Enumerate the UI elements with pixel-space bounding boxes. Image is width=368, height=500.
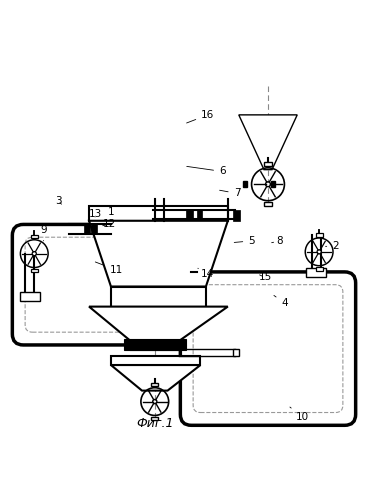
Bar (84, 224, 90, 234)
Text: 2: 2 (326, 242, 339, 252)
Bar (111, 286, 206, 306)
Text: 15: 15 (258, 272, 272, 282)
Text: 4: 4 (274, 296, 288, 308)
Bar (124, 340, 186, 345)
Text: 11: 11 (95, 262, 123, 275)
Polygon shape (89, 306, 228, 342)
Bar (316, 233, 323, 236)
Circle shape (266, 182, 270, 186)
Text: 13: 13 (89, 209, 102, 219)
Bar (233, 348, 239, 356)
Circle shape (153, 400, 157, 404)
Circle shape (317, 250, 321, 254)
Bar (264, 202, 272, 206)
Bar (151, 383, 158, 386)
Text: 7: 7 (220, 188, 240, 198)
Text: 9: 9 (40, 225, 47, 241)
Bar (131, 342, 178, 350)
Bar (271, 182, 275, 187)
Polygon shape (239, 115, 297, 170)
Text: 14: 14 (198, 268, 215, 278)
Bar (111, 356, 201, 365)
Bar (233, 210, 240, 221)
Text: 3: 3 (55, 196, 61, 205)
Polygon shape (89, 221, 228, 286)
Text: 1: 1 (106, 206, 114, 221)
Bar (197, 210, 202, 219)
Text: 16: 16 (187, 110, 215, 123)
Bar (243, 182, 247, 187)
Bar (186, 210, 193, 219)
Bar (316, 267, 323, 270)
Polygon shape (111, 365, 201, 390)
Text: 8: 8 (272, 236, 283, 246)
Text: 6: 6 (187, 166, 226, 176)
Text: 5: 5 (234, 236, 255, 246)
Bar (91, 224, 98, 234)
Bar (306, 268, 326, 278)
Bar (89, 206, 228, 221)
Text: Фиг.1: Фиг.1 (136, 417, 174, 430)
Bar (151, 417, 158, 420)
Bar (20, 292, 40, 301)
Bar (264, 162, 272, 166)
Bar (124, 345, 186, 350)
Bar (31, 269, 38, 272)
Bar (31, 235, 38, 238)
Text: 10: 10 (290, 407, 309, 422)
Circle shape (32, 252, 36, 256)
Text: 12: 12 (103, 220, 116, 230)
